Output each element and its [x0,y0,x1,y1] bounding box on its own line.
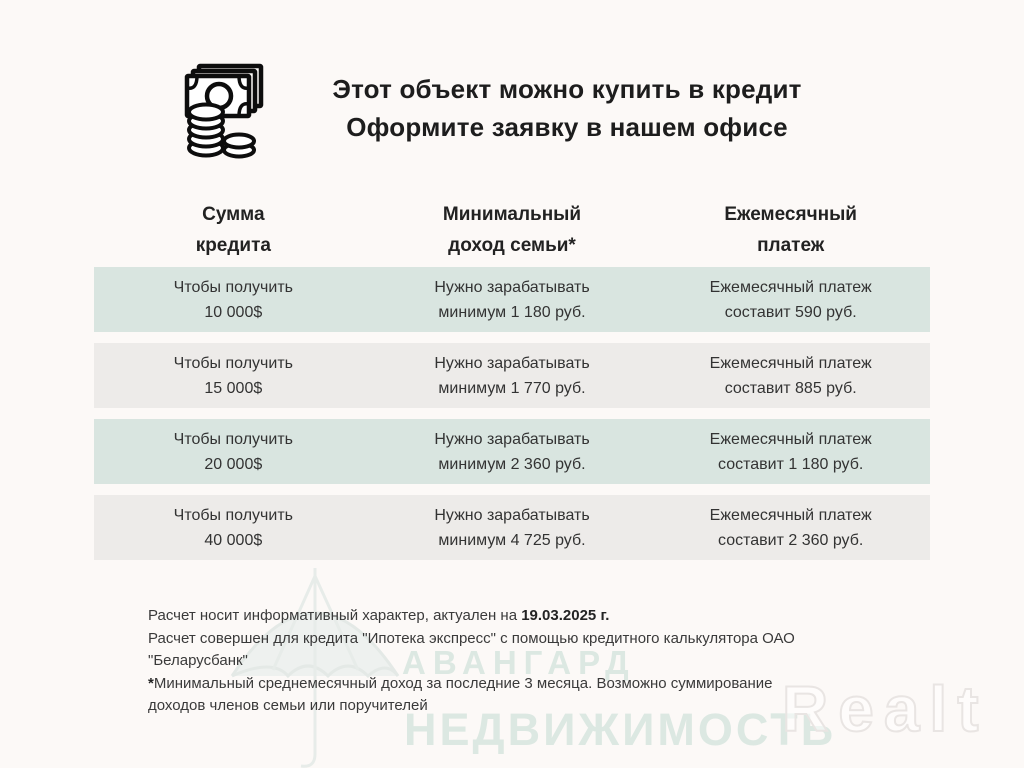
table-cell-loan-sum: Чтобы получить 15 000$ [173,354,293,397]
table-cell-monthly-payment: Ежемесячный платеж составит 885 руб. [709,354,872,397]
table-cell-min-income: Нужно зарабатывать минимум 1 180 руб. [434,278,590,321]
agency-watermark-line2: НЕДВИЖИМОСТЬ [404,704,837,755]
table-cell-monthly-payment: Ежемесячный платеж составит 2 360 руб. [709,506,872,549]
table-header-row: Сумма кредита Минимальный доход семьи* Е… [94,199,930,261]
table-row: Чтобы получить 40 000$ Нужно зарабатыват… [94,495,930,560]
table-cell-loan-sum: Чтобы получить 20 000$ [173,430,293,473]
page-title-line1: Этот объект можно купить в кредит [332,74,802,104]
footnote-income-line1: *Минимальный среднемесячный доход за пос… [148,674,773,692]
column-header-min-income: Минимальный доход семьи* [442,204,582,256]
realt-watermark: Realt [781,672,989,746]
table-cell-loan-sum: Чтобы получить 10 000$ [173,278,293,321]
page-title: Этот объект можно купить в кредит Оформи… [292,70,842,146]
table-cell-min-income: Нужно зарабатывать минимум 1 770 руб. [434,354,590,397]
umbrella-watermark-icon [230,568,400,768]
column-header-monthly-payment: Ежемесячный платеж [724,204,857,256]
table-cell-min-income: Нужно зарабатывать минимум 2 360 руб. [434,430,590,473]
footnote-calculator-line2: "Беларусбанк" [148,652,248,669]
agency-watermark-line1: АВАНГАРД [402,644,636,681]
footnote-actuality: Расчет носит информативный характер, акт… [148,607,610,624]
table-cell-loan-sum: Чтобы получить 40 000$ [173,506,293,549]
table-row: Чтобы получить 15 000$ Нужно зарабатыват… [94,343,930,408]
table-cell-min-income: Нужно зарабатывать минимум 4 725 руб. [434,506,590,549]
footnote-income-line2: доходов членов семьи или поручителей [148,697,428,714]
page-title-line2: Оформите заявку в нашем офисе [346,112,788,142]
footnote-asterisk: * [148,674,154,692]
table-row: Чтобы получить 10 000$ Нужно зарабатыват… [94,267,930,332]
footnote-date: 19.03.2025 г. [521,607,610,624]
table-cell-monthly-payment: Ежемесячный платеж составит 590 руб. [709,278,872,321]
table-row: Чтобы получить 20 000$ Нужно зарабатыват… [94,419,930,484]
table-cell-monthly-payment: Ежемесячный платеж составит 1 180 руб. [709,430,872,473]
footnotes: Расчет носит информативный характер, акт… [148,605,948,718]
column-header-loan-sum: Сумма кредита [195,204,271,256]
money-banknotes-coins-icon [184,63,264,159]
footnote-calculator-line1: Расчет совершен для кредита "Ипотека экс… [148,629,795,647]
